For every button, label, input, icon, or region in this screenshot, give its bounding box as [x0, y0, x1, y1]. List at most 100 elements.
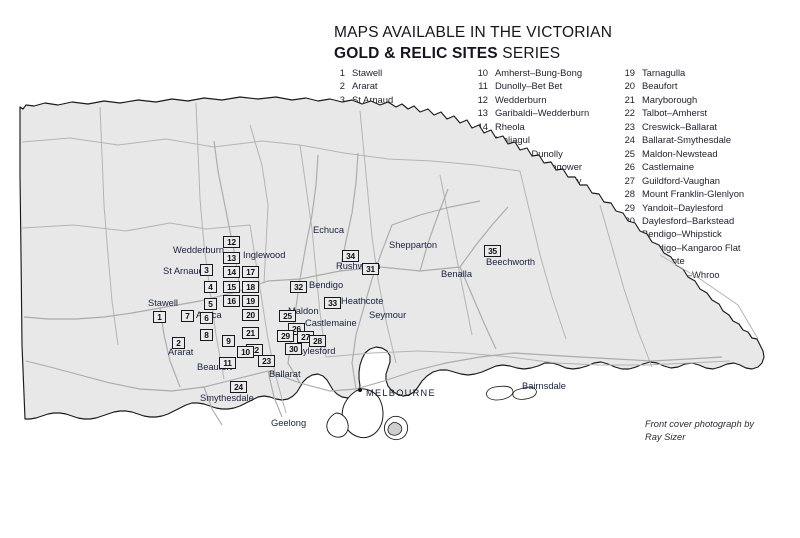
port-phillip-bay [341, 388, 384, 439]
credit-line-1: Front cover photograph by [645, 419, 755, 429]
legend-item: 2 Ararat [330, 79, 480, 92]
bay-west-arm [326, 412, 349, 438]
photo-credit: Front cover photograph by Ray Sizer [645, 418, 754, 444]
map-number-box-15[interactable]: 15 [223, 281, 240, 293]
legend-item-number: 29 [624, 201, 635, 213]
title-series-name: GOLD & RELIC SITES [334, 45, 498, 62]
legend-item-label: Stawell [352, 67, 383, 78]
map-number-box-13[interactable]: 13 [223, 252, 240, 264]
legend-item-number: 20 [624, 80, 635, 92]
map-place-label: Inglewood [243, 250, 286, 260]
legend-item: 1 Stawell [330, 66, 480, 79]
map-number-box-11[interactable]: 11 [219, 357, 236, 369]
map-number-box-16[interactable]: 16 [223, 295, 240, 307]
gippsland-lakes [486, 385, 514, 401]
legend-item: 23 Creswick–Ballarat [620, 120, 795, 133]
map-number-box-21[interactable]: 21 [242, 327, 259, 339]
legend-item: 24 Ballarat-Smythesdale [620, 133, 795, 146]
map-place-label: Echuca [313, 225, 345, 235]
map-place-label: Beechworth [486, 257, 536, 267]
map-number-box-12[interactable]: 12 [223, 236, 240, 248]
map-number-box-14[interactable]: 14 [223, 266, 240, 278]
legend-item-label: Creswick–Ballarat [642, 120, 718, 132]
map-number-box-29[interactable]: 29 [277, 330, 294, 342]
legend-item-label: Maldon-Newstead [642, 147, 718, 159]
legend-item-label: Guildford-Vaughan [642, 174, 721, 186]
map-number-box-10[interactable]: 10 [237, 346, 254, 358]
legend-item-number: 2 [339, 80, 345, 92]
legend-item: 28 Mount Franklin-Glenlyon [620, 187, 795, 200]
map-graphic [19, 96, 765, 441]
legend-item: 11 Dunolly–Bet Bet [473, 79, 633, 92]
map-number-box-28[interactable]: 28 [309, 335, 326, 347]
legend-item-label: Rheola [495, 120, 525, 132]
legend-item-label: Yandoit–Daylesford [642, 201, 724, 213]
title-series-suffix: SERIES [497, 45, 561, 62]
map-place-label: Rushworth [336, 261, 381, 271]
legend-item: 14 Rheola [473, 120, 633, 133]
map-number-box-5[interactable]: 5 [204, 298, 217, 310]
legend-item-label: Ballarat-Smythesdale [642, 134, 732, 146]
legend-item: 29 Yandoit–Daylesford [620, 201, 795, 214]
legend-item: 25 Maldon-Newstead [620, 147, 795, 160]
legend-item: 22 Talbot–Amherst [620, 106, 795, 119]
legend-item-number: 28 [624, 188, 635, 200]
legend-item: 19 Tarnagulla [620, 66, 795, 79]
map-place-label: Heathcote [341, 296, 384, 306]
legend-item-number: 3 [339, 93, 345, 105]
map-number-box-30[interactable]: 30 [285, 343, 302, 355]
map-number-box-31[interactable]: 31 [362, 263, 379, 275]
map-number-box-19[interactable]: 19 [242, 295, 259, 307]
internal-boundaries [21, 102, 759, 414]
map-number-box-7[interactable]: 7 [181, 310, 194, 322]
map-place-label: Daylesford [291, 346, 336, 356]
legend-item-label: Amherst–Bung-Bong [495, 67, 583, 78]
legend-item-number: 26 [624, 161, 635, 173]
legend-item-label: Garibaldi–Wedderburn [495, 107, 590, 119]
map-place-label: St Arnaud [163, 266, 204, 276]
legend-item: 27 Guildford-Vaughan [620, 174, 795, 187]
legend-item-number: 11 [478, 80, 488, 92]
legend-item-label: Mount Franklin-Glenlyon [642, 188, 745, 200]
title-line-2: GOLD & RELIC SITES SERIES [334, 45, 774, 63]
legend-item-number: 14 [477, 120, 488, 132]
legend-item-label: Daylesford–Barkstead [642, 214, 735, 226]
legend-item-number: 13 [477, 107, 488, 119]
map-number-box-17[interactable]: 17 [242, 266, 259, 278]
legend-item-label: Wedderburn [495, 93, 547, 105]
legend-item-number: 27 [624, 174, 635, 186]
map-number-box-1[interactable]: 1 [153, 311, 166, 323]
map-number-box-24[interactable]: 24 [230, 381, 247, 393]
map-number-box-34[interactable]: 34 [342, 250, 359, 262]
map-number-box-20[interactable]: 20 [242, 309, 259, 321]
map-number-box-9[interactable]: 9 [222, 335, 235, 347]
map-number-box-33[interactable]: 33 [324, 297, 341, 309]
map-number-box-3[interactable]: 3 [200, 264, 213, 276]
map-number-box-23[interactable]: 23 [258, 355, 275, 367]
legend-item-number: 1 [339, 67, 345, 78]
legend-item: 20 Beaufort [620, 79, 795, 92]
legend-item-label: Maryborough [642, 93, 698, 105]
map-number-box-25[interactable]: 25 [279, 310, 296, 322]
map-number-box-6[interactable]: 6 [200, 312, 213, 324]
map-place-label: MELBOURNE [366, 388, 436, 398]
map-place-label: Shepparton [389, 240, 438, 250]
legend-item-number: 25 [624, 147, 635, 159]
map-number-box-2[interactable]: 2 [172, 337, 185, 349]
map-place-label: Ararat [168, 347, 194, 357]
map-number-box-4[interactable]: 4 [204, 281, 217, 293]
legend-item-label: Talbot–Amherst [642, 107, 708, 119]
lake-king [512, 386, 537, 400]
legend-item-number: 21 [624, 93, 635, 105]
map-number-box-18[interactable]: 18 [242, 281, 259, 293]
victoria-map: Echuca Shepparton Benalla Beechworth Wedderb… [0, 95, 800, 515]
map-number-box-8[interactable]: 8 [200, 329, 213, 341]
legend-item-number: 22 [624, 107, 635, 119]
map-place-label: Bendigo [309, 280, 344, 290]
map-number-box-35[interactable]: 35 [484, 245, 501, 257]
victoria-landmass [19, 96, 765, 420]
legend-item-label: Bendigo–Whipstick [642, 228, 722, 240]
map-number-box-32[interactable]: 32 [290, 281, 307, 293]
map-place-label: Wedderburn [173, 245, 224, 255]
